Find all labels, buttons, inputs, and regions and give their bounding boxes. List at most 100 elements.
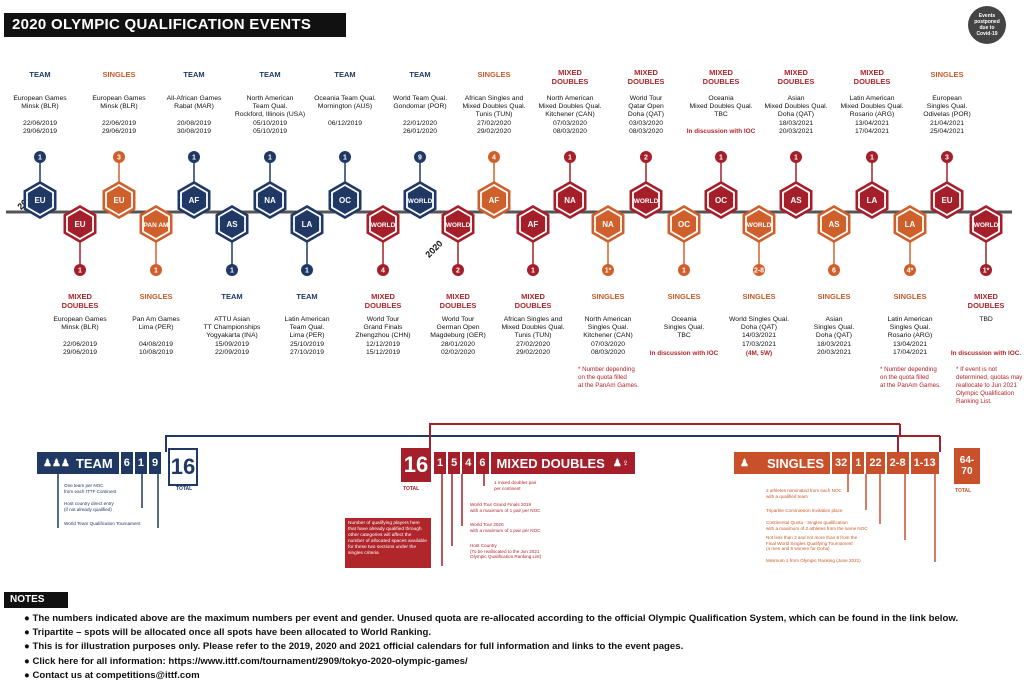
- singles-desc-0: 2 athletes nominated from each NOC with …: [766, 488, 842, 499]
- group-bracket-0: [165, 435, 900, 452]
- team-label: TEAM: [75, 455, 113, 471]
- top-quota-text-0: 1: [38, 155, 42, 162]
- bottom-note-8: In discussion with IOC: [649, 350, 719, 357]
- covid-badge: Events postponed due to Covid-19: [968, 6, 1006, 44]
- note-item-4[interactable]: Contact us at competitions@ittf.com: [24, 669, 958, 683]
- md-quota-note: Number of qualifying players here that h…: [345, 518, 431, 568]
- bottom-event-12: TBD: [979, 316, 993, 323]
- singles-label: SINGLES: [766, 455, 825, 471]
- note-item-1: Tripartite – spots will be allocated onc…: [24, 626, 958, 640]
- bottom-category-0: MIXED DOUBLES: [61, 292, 99, 310]
- bottom-hex-label-1: PAN AM: [144, 222, 169, 229]
- team-desc-1: Host country direct entry (if not alread…: [64, 501, 114, 512]
- notes-title: NOTES: [4, 592, 68, 608]
- team-bar-label: ♟♟♟ TEAM: [37, 452, 119, 474]
- top-hex-3: [257, 186, 283, 214]
- bottom-category-4: MIXED DOUBLES: [364, 292, 402, 310]
- notes-list: The numbers indicated above are the maxi…: [24, 612, 958, 683]
- bottom-footnote-11: * Number depending on the quota filled a…: [880, 366, 941, 389]
- bottom-hex-2: [219, 210, 245, 238]
- top-hex-2: [181, 186, 207, 214]
- page-title: 2020 OLYMPIC QUALIFICATION EVENTS CALEND…: [4, 13, 346, 57]
- top-category-7: MIXED DOUBLES: [551, 68, 589, 86]
- bottom-hex-7: [595, 210, 621, 238]
- md-num-1: 5: [446, 452, 460, 474]
- bottom-category-10: SINGLES: [817, 292, 851, 301]
- top-hex-label-5: WORLD: [408, 198, 433, 205]
- top-category-4: TEAM: [334, 70, 356, 79]
- bottom-category-8: SINGLES: [667, 292, 701, 301]
- top-quota-text-11: 1: [870, 155, 874, 162]
- bottom-quota-badge-5: [452, 264, 464, 276]
- singles-desc-1: Tripartite Commission Invitation place: [766, 508, 843, 513]
- bottom-quota-text-2: 1: [230, 268, 234, 275]
- bottom-category-12: MIXED DOUBLES: [967, 292, 1005, 310]
- bottom-event-10: Asian Singles Qual. Doha (QAT) 18/03/202…: [813, 316, 855, 356]
- bottom-hex-label-4: WORLD: [371, 222, 396, 229]
- bottom-hex-3: [294, 210, 320, 238]
- bottom-event-2: ATTU Asian TT Championships Yogyakarta (…: [203, 316, 261, 356]
- top-event-8: World Tour Qatar Open Doha (QAT) 03/03/2…: [627, 95, 665, 135]
- note-item-3[interactable]: Click here for all information: https://…: [24, 655, 958, 669]
- bottom-hex-label-9: WORLD: [747, 222, 772, 229]
- top-hex-label-0: EU: [34, 196, 45, 205]
- note-item-0: The numbers indicated above are the maxi…: [24, 612, 958, 626]
- group-bracket-1: [429, 423, 900, 452]
- bottom-quota-text-6: 1: [531, 268, 535, 275]
- top-hex-6: [481, 186, 507, 214]
- singles-num-1: 1: [850, 452, 864, 474]
- top-event-10: Asian Mixed Doubles Qual. Doha (QAT) 18/…: [764, 95, 828, 135]
- top-event-3: North American Team Qual. Rockford, Illi…: [234, 95, 306, 135]
- top-category-8: MIXED DOUBLES: [627, 68, 665, 86]
- bottom-category-2: TEAM: [221, 292, 243, 301]
- bottom-quota-badge-6: [527, 264, 539, 276]
- md-num-0: 1: [437, 457, 444, 469]
- top-quota-text-2: 1: [192, 155, 196, 162]
- top-quota-badge-8: [640, 151, 652, 163]
- bottom-hex-label-12: WORLD: [974, 222, 999, 229]
- bottom-hex-0: [67, 210, 93, 238]
- top-event-7: North American Mixed Doubles Qual. Kitch…: [538, 95, 602, 135]
- note-item-2: This is for illustration purposes only. …: [24, 640, 958, 654]
- top-quota-text-10: 1: [794, 155, 798, 162]
- top-event-12: European Singles Qual. Odivelas (POR) 21…: [923, 95, 971, 135]
- top-category-5: TEAM: [409, 70, 431, 79]
- bottom-hex-12: [973, 210, 999, 238]
- top-event-6: African Singles and Mixed Doubles Qual. …: [462, 95, 526, 135]
- bottom-note-12: In discussion with IOC.: [950, 350, 1022, 357]
- top-event-5: World Team Qual. Gondomar (POR) 22/01/20…: [392, 95, 448, 135]
- bottom-hex-label-5: WORLD: [446, 222, 471, 229]
- bottom-quota-badge-1: [150, 264, 162, 276]
- bottom-quota-text-8: 1: [682, 268, 686, 275]
- bottom-event-9: World Singles Qual. Doha (QAT) 14/03/202…: [729, 316, 789, 348]
- md-total: 16: [401, 448, 431, 482]
- singles-icon: ♟: [740, 457, 749, 469]
- top-hex-label-3: NA: [264, 196, 276, 205]
- singles-bar-label: ♟ SINGLES: [734, 452, 830, 474]
- top-quota-badge-10: [790, 151, 802, 163]
- top-category-1: SINGLES: [102, 70, 136, 79]
- team-num-2: 9: [147, 452, 161, 474]
- group-bracket-2: [897, 435, 940, 452]
- singles-total-label: TOTAL: [955, 488, 972, 494]
- top-quota-badge-1: [113, 151, 125, 163]
- top-event-1: European Games Minsk (BLR) 22/06/2019 29…: [92, 95, 146, 135]
- bottom-quota-text-7: 1*: [605, 268, 612, 275]
- md-quota-bar: 1 5 4 6 MIXED DOUBLES ♟♀: [434, 452, 636, 474]
- bottom-hex-label-2: AS: [226, 220, 238, 229]
- md-bar-label: MIXED DOUBLES ♟♀: [488, 452, 636, 474]
- singles-desc-2: Continental Quota - Singles qualificatio…: [766, 520, 868, 531]
- top-hex-1: [106, 186, 132, 214]
- top-hex-label-9: OC: [715, 196, 727, 205]
- top-quota-badge-7: [564, 151, 576, 163]
- bottom-category-6: MIXED DOUBLES: [514, 292, 552, 310]
- top-hex-4: [332, 186, 358, 214]
- team-icon: ♟♟♟: [43, 457, 70, 469]
- mixed-pair-icon: ♟♀: [612, 457, 630, 469]
- top-quota-text-4: 1: [343, 155, 347, 162]
- top-quota-badge-6: [488, 151, 500, 163]
- top-category-10: MIXED DOUBLES: [777, 68, 815, 86]
- top-hex-label-4: OC: [339, 196, 351, 205]
- bottom-event-6: African Singles and Mixed Doubles Qual. …: [501, 316, 565, 356]
